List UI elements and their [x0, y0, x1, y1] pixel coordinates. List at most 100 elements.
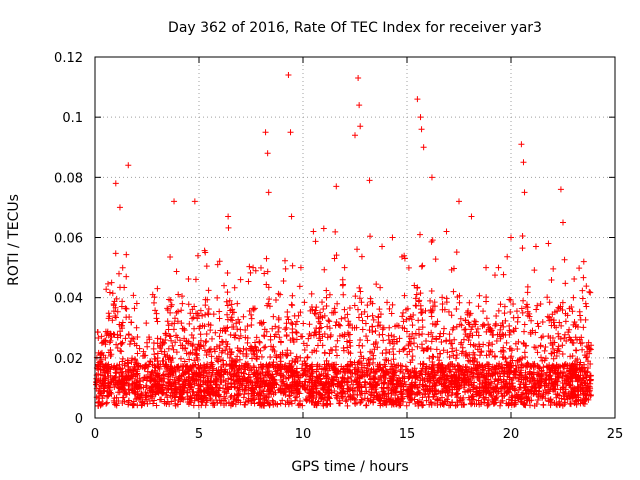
data-point — [325, 317, 332, 324]
data-point — [283, 352, 290, 359]
data-point — [219, 327, 226, 334]
data-point — [459, 344, 466, 351]
data-point — [489, 331, 496, 338]
data-point — [184, 393, 191, 400]
data-point — [436, 333, 443, 340]
data-point — [277, 291, 284, 298]
data-point — [365, 357, 372, 364]
data-point — [483, 315, 490, 322]
data-point — [525, 387, 532, 394]
data-point — [113, 370, 120, 377]
data-point — [587, 289, 594, 296]
data-point — [299, 372, 306, 379]
data-point — [170, 326, 177, 333]
data-point — [98, 333, 105, 340]
data-point — [212, 381, 219, 388]
data-point — [253, 334, 260, 341]
data-point — [229, 364, 236, 371]
data-point — [501, 383, 508, 390]
data-point — [473, 329, 480, 336]
data-point — [356, 387, 363, 394]
data-point — [352, 396, 359, 403]
data-point — [537, 378, 544, 385]
data-point — [574, 356, 581, 363]
data-point — [495, 307, 502, 314]
data-point — [404, 305, 411, 312]
data-point — [396, 348, 403, 355]
data-point — [467, 388, 474, 395]
data-point — [234, 300, 241, 307]
data-point — [546, 299, 553, 306]
data-point — [359, 326, 366, 333]
data-point — [180, 396, 187, 403]
data-point — [166, 401, 173, 408]
data-point — [534, 320, 541, 327]
x-tick-label: 5 — [195, 427, 203, 442]
data-point — [389, 234, 396, 241]
data-point — [435, 361, 442, 368]
data-point — [570, 362, 577, 369]
data-point — [292, 394, 299, 401]
data-point — [434, 363, 441, 370]
data-point — [118, 369, 125, 376]
data-point — [205, 386, 212, 393]
data-point — [223, 361, 230, 368]
data-point — [442, 365, 449, 372]
data-point — [216, 308, 223, 315]
data-point — [102, 362, 109, 369]
data-point — [251, 305, 258, 312]
data-point — [518, 376, 525, 383]
data-point — [317, 337, 324, 344]
data-point — [164, 318, 171, 325]
data-point — [340, 347, 347, 354]
data-point — [478, 349, 485, 356]
data-point — [522, 363, 529, 370]
data-point — [464, 311, 471, 318]
data-point — [250, 264, 257, 271]
data-point — [154, 285, 161, 292]
data-point — [270, 313, 277, 320]
data-point — [122, 335, 129, 342]
data-point — [407, 382, 414, 389]
data-point — [190, 314, 197, 321]
data-point — [285, 316, 292, 323]
data-point — [215, 358, 222, 365]
data-point — [408, 316, 415, 323]
data-point — [537, 342, 544, 349]
data-point — [519, 245, 526, 252]
data-point — [558, 395, 565, 402]
data-point — [181, 358, 188, 365]
data-point — [475, 332, 482, 339]
data-point — [98, 360, 105, 367]
data-point — [406, 333, 413, 340]
data-point — [318, 370, 325, 377]
data-point — [499, 364, 506, 371]
data-point — [324, 395, 331, 402]
data-point — [393, 383, 400, 390]
data-point — [399, 391, 406, 398]
data-point — [381, 372, 388, 379]
y-tick-label: 0.08 — [54, 171, 83, 186]
data-point — [179, 381, 186, 388]
data-point — [228, 366, 235, 373]
data-point — [493, 337, 500, 344]
data-point — [358, 364, 365, 371]
data-point — [377, 322, 384, 329]
data-point — [142, 389, 149, 396]
data-point — [284, 352, 291, 359]
data-point — [558, 322, 565, 329]
data-point — [550, 265, 557, 272]
data-point — [448, 312, 455, 319]
data-point — [108, 279, 115, 286]
y-tick-label: 0 — [75, 412, 83, 427]
data-point — [283, 320, 290, 327]
data-point — [114, 308, 121, 315]
data-point — [199, 312, 206, 319]
data-point — [497, 402, 504, 409]
data-point — [312, 238, 319, 245]
data-point — [209, 400, 216, 407]
data-point — [483, 381, 490, 388]
data-point — [390, 346, 397, 353]
data-point — [465, 376, 472, 383]
data-point — [373, 368, 380, 375]
